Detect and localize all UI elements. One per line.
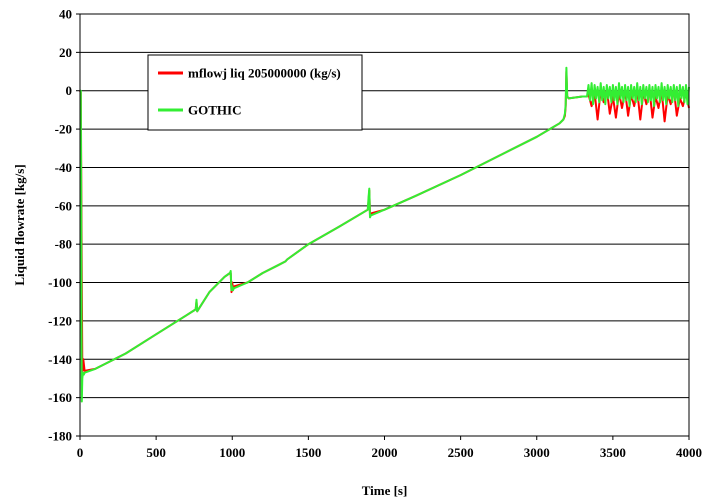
y-tick-label: 20 <box>59 45 72 60</box>
x-tick-label: 1000 <box>219 445 245 460</box>
y-tick-label: -40 <box>55 160 72 175</box>
x-axis-title: Time [s] <box>362 483 408 498</box>
x-tick-label: 3000 <box>524 445 550 460</box>
y-tick-label: -100 <box>48 275 72 290</box>
y-tick-label: -160 <box>48 390 72 405</box>
legend: mflowj liq 205000000 (kg/s) GOTHIC <box>147 54 363 131</box>
legend-box <box>147 54 363 131</box>
x-tick-label: 4000 <box>676 445 702 460</box>
x-tick-label: 1500 <box>295 445 321 460</box>
y-tick-label: -180 <box>48 429 72 444</box>
series-layer <box>79 66 690 403</box>
y-axis-title: Liquid flowrate [kg/s] <box>12 164 27 285</box>
x-tick-label: 500 <box>146 445 166 460</box>
y-tick-label: 0 <box>66 83 73 98</box>
y-tick-label: -120 <box>48 313 72 328</box>
y-tick-label: -140 <box>48 352 72 367</box>
legend-label-series-2: GOTHIC <box>188 103 241 118</box>
y-tick-label: -60 <box>55 198 72 213</box>
y-tick-label: -80 <box>55 237 72 252</box>
legend-label-series-1: mflowj liq 205000000 (kg/s) <box>188 66 341 81</box>
y-tick-label: -20 <box>55 122 72 137</box>
series-line-2 <box>79 66 690 403</box>
tick-layer: 40 20 0 -20 -40 -60 -80 -100 -120 -140 -160 -180 0 50… <box>48 7 702 461</box>
x-tick-label: 2000 <box>372 445 398 460</box>
x-tick-label: 0 <box>77 445 84 460</box>
x-tick-label: 2500 <box>448 445 474 460</box>
x-tick-label: 3500 <box>600 445 626 460</box>
y-tick-label: 40 <box>59 7 72 22</box>
